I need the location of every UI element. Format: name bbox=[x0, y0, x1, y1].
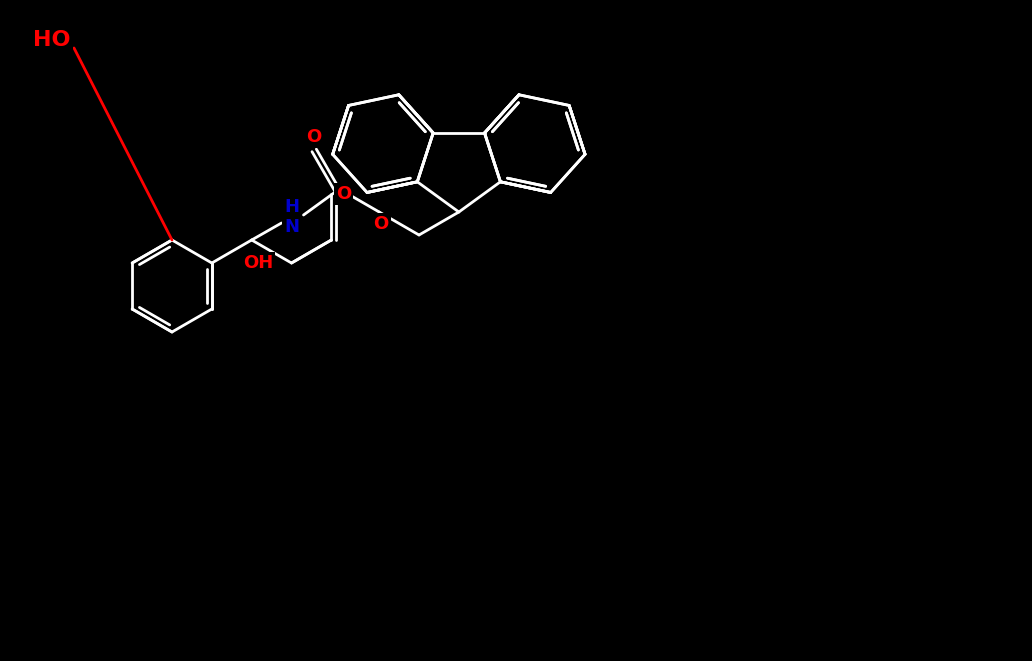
Text: H
N: H N bbox=[284, 198, 299, 237]
Text: O: O bbox=[305, 128, 321, 146]
Text: O: O bbox=[374, 215, 389, 233]
Text: O: O bbox=[335, 185, 351, 203]
Text: OH: OH bbox=[244, 254, 273, 272]
Text: HO: HO bbox=[33, 30, 71, 50]
